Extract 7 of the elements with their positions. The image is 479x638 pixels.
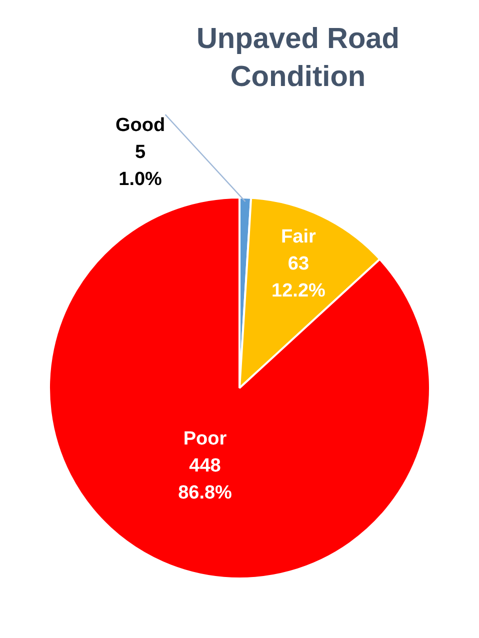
data-label: 448 86.8%	[178, 456, 232, 504]
slice-label: Poor	[183, 428, 228, 450]
data-label: 63 12.2%	[272, 253, 326, 302]
data-label: 5 1.0%	[118, 142, 162, 190]
chart-title: Unpaved Road Condition	[195, 22, 401, 95]
slice-label: Good	[115, 114, 166, 136]
slice-label: Fair	[281, 226, 316, 248]
